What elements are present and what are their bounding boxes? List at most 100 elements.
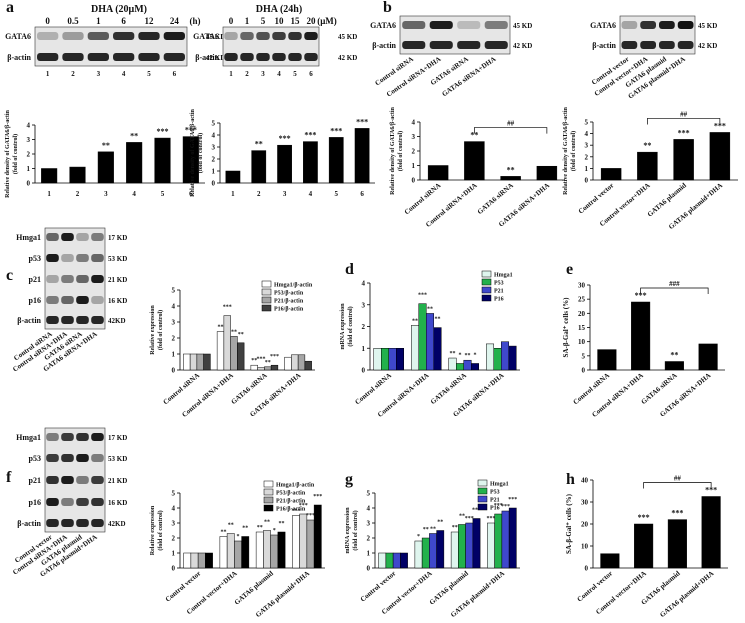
blot-row-label: β-actin [17, 519, 41, 528]
significance: *** [157, 127, 169, 136]
blot-band [240, 32, 254, 40]
blot-band [91, 254, 104, 262]
legend-label: Hmga1 [494, 273, 513, 279]
lane-label: 5 [261, 16, 266, 26]
bar [508, 345, 517, 371]
y-tick-label: 0 [412, 177, 416, 185]
blot-band [76, 454, 89, 462]
blot-band [37, 32, 59, 40]
blot-row-label: GATA6 [370, 21, 396, 30]
x-tick-label: Control vector [359, 569, 398, 603]
blot-size: 45 KD [338, 33, 357, 41]
lane-label: 1 [245, 16, 250, 26]
x-tick-label: 1 [231, 190, 235, 198]
significance: ** [437, 520, 443, 526]
significance: ** [465, 353, 471, 359]
bar [197, 552, 206, 569]
blot-band [61, 316, 74, 324]
blot-row-label: GATA6 [590, 21, 616, 30]
y-tick-label: 5 [367, 490, 371, 498]
bar [436, 530, 445, 569]
bar [205, 552, 213, 569]
bar [41, 168, 58, 184]
y-axis-label: Relative expression [150, 305, 156, 355]
panel-letter: b [383, 0, 392, 16]
blot-band [621, 21, 638, 29]
bar [411, 325, 419, 371]
y-tick-label: 2 [172, 535, 176, 543]
significance: ** [427, 306, 433, 312]
blot-band [256, 32, 270, 40]
blot-band [62, 32, 84, 40]
legend-swatch [261, 304, 272, 312]
blot-band [87, 32, 109, 40]
y-axis-label: Relative density of GATA6/β-actin [563, 106, 569, 194]
y-axis-label: SA-β-Gal⁺ cells (%) [565, 493, 573, 554]
blot-band [61, 454, 74, 462]
legend-swatch [481, 270, 492, 278]
bar [306, 519, 315, 569]
significance: *** [330, 126, 342, 135]
significance: ** [450, 351, 456, 357]
y-tick-label: 4 [172, 303, 176, 311]
legend-label: P16/β-actin [274, 307, 304, 313]
bar [226, 533, 235, 569]
bar [392, 552, 401, 569]
legend-swatch [481, 278, 492, 286]
bar [237, 342, 245, 371]
y-tick-label: 0 [585, 565, 589, 573]
blot-band [113, 32, 135, 40]
bar [508, 507, 517, 569]
y-axis-label: (fold of control) [570, 131, 577, 171]
bar [183, 353, 191, 371]
blot-band [91, 433, 104, 441]
bar [263, 530, 271, 569]
blot-band [37, 53, 59, 61]
significance: ** [221, 530, 227, 536]
significance: ** [459, 514, 465, 520]
significance: *** [714, 121, 726, 130]
bar [183, 552, 192, 569]
blot-band [46, 498, 59, 506]
bar [427, 165, 449, 181]
lane-label: 15 [291, 16, 301, 26]
blot-band [61, 275, 74, 283]
significance: *** [638, 513, 650, 522]
bar [450, 531, 459, 569]
bar [270, 534, 279, 569]
legend-label: P21/β-actin [274, 299, 304, 305]
bar [600, 168, 622, 181]
y-tick-label: 3 [172, 520, 176, 528]
legend-label: P53 [490, 490, 500, 496]
lane-number: 2 [245, 70, 249, 78]
bar [97, 151, 114, 184]
significance: ** [264, 520, 270, 526]
significance: *** [185, 126, 197, 135]
significance: *** [465, 516, 474, 522]
blot-row-label: p53 [29, 254, 41, 263]
bar [219, 536, 228, 569]
panel-letter: f [6, 469, 12, 486]
bar [664, 361, 684, 371]
blot-band [76, 433, 89, 441]
significance: ** [231, 329, 237, 335]
bar [255, 531, 264, 569]
y-tick-label: 5 [172, 287, 176, 295]
significance: ** [255, 140, 263, 149]
blot-band [402, 41, 426, 49]
comparison-label: ## [507, 120, 515, 128]
lane-number: 1 [46, 70, 50, 78]
bar [203, 353, 211, 371]
blot-band [659, 41, 675, 49]
y-tick-label: 2 [412, 148, 416, 156]
blot-size: 42 KD [206, 54, 225, 62]
blot-band [91, 233, 104, 241]
significance: *** [306, 513, 315, 519]
panel-letter: e [566, 261, 573, 278]
blot-band [61, 519, 74, 527]
bar [381, 348, 389, 371]
blot-size: 42KD [108, 520, 126, 528]
blot-band [62, 53, 84, 61]
y-tick-label: 10 [581, 543, 589, 551]
blot-band [76, 476, 89, 484]
